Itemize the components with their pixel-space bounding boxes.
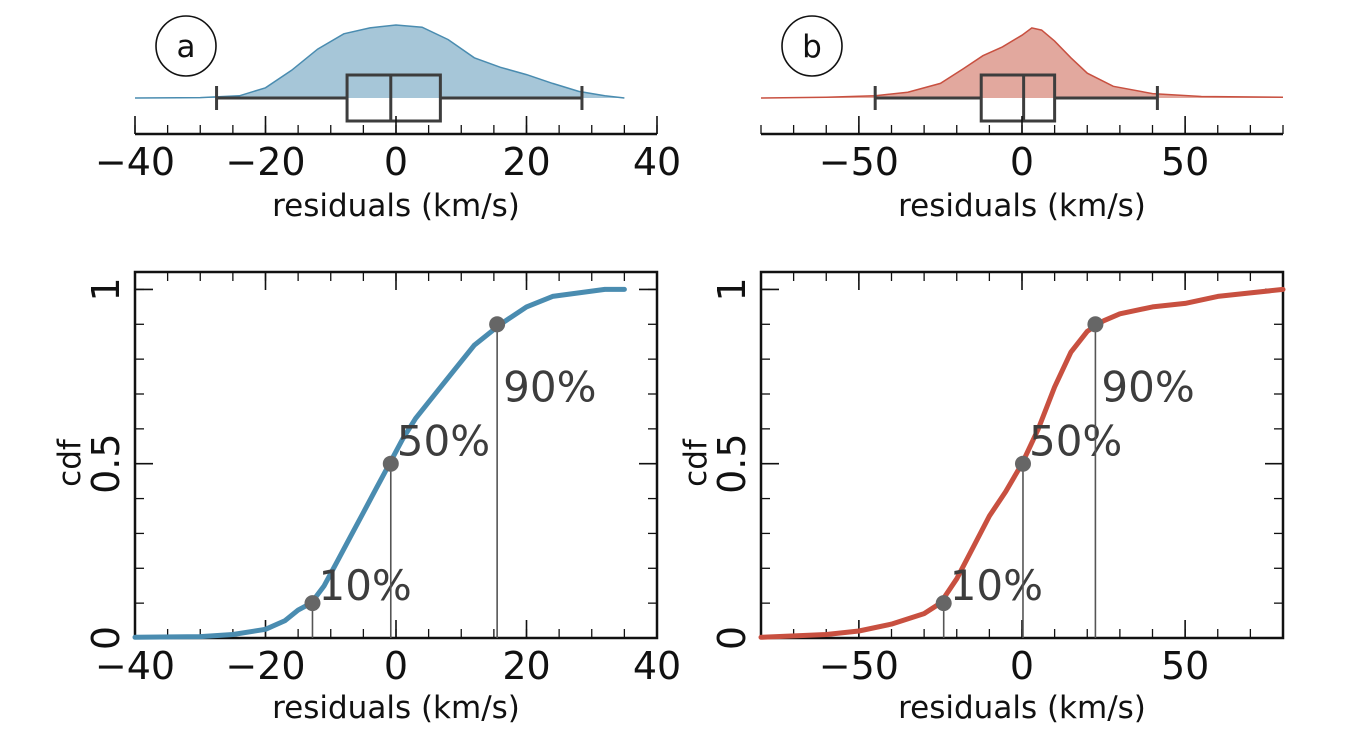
percentile-marker <box>382 455 399 472</box>
percentile-marker <box>1014 455 1031 472</box>
cdf-curve <box>758 286 1286 640</box>
panel-label: b <box>802 29 822 65</box>
x-tick-label: −50 <box>819 644 899 688</box>
density-panel-b: −50 0 50 residuals (km/s) b <box>760 15 1284 224</box>
x-tick-label: −20 <box>225 140 305 184</box>
y-tick-label: 1 <box>84 277 128 301</box>
y-tick-label: 0.5 <box>84 433 128 493</box>
x-tick-label: 40 <box>633 644 681 688</box>
x-axis-label: residuals (km/s) <box>272 690 520 726</box>
percentile-label: 10% <box>950 561 1043 610</box>
x-tick-label: 0 <box>1010 644 1034 688</box>
x-tick-label: 0 <box>384 644 408 688</box>
panel-label-circle <box>155 15 217 77</box>
cdf-curve <box>132 286 627 640</box>
percentile-marker <box>304 595 321 612</box>
y-axis-label: cdf <box>678 438 714 487</box>
percentile-marker <box>489 316 506 333</box>
percentile-label: 10% <box>318 561 411 610</box>
density-line <box>134 24 625 99</box>
x-tick-label: 0 <box>1010 140 1034 184</box>
x-tick-label: 50 <box>1161 644 1209 688</box>
x-tick-label: −40 <box>95 140 175 184</box>
density-panel-a: −40 −20 0 20 40 residuals (km/s) a <box>95 15 681 224</box>
x-tick-label: 50 <box>1161 140 1209 184</box>
percentile-label: 90% <box>1101 362 1194 411</box>
x-axis-label: residuals (km/s) <box>898 188 1146 224</box>
density-area <box>135 25 625 98</box>
x-axis-label: residuals (km/s) <box>272 188 520 224</box>
y-tick-label: 0.5 <box>710 433 754 493</box>
density-area <box>761 27 1283 98</box>
percentile-marker <box>1087 316 1104 333</box>
density-line <box>760 27 1284 99</box>
y-tick-label: 1 <box>710 277 754 301</box>
x-axis-label: residuals (km/s) <box>898 690 1146 726</box>
x-tick-label: 0 <box>384 140 408 184</box>
percentile-marker <box>935 595 952 612</box>
percentile-label: 50% <box>1029 417 1122 466</box>
box-iqr <box>979 73 1057 123</box>
x-tick-label: −50 <box>819 140 899 184</box>
x-tick-label: −40 <box>95 644 175 688</box>
y-tick-label: 0 <box>710 626 754 650</box>
panel-label: a <box>177 29 196 65</box>
x-tick-label: 40 <box>633 140 681 184</box>
x-tick-label: 20 <box>502 140 550 184</box>
percentile-label: 50% <box>397 417 490 466</box>
panel-label-circle <box>781 15 843 77</box>
x-tick-label: −20 <box>225 644 305 688</box>
percentile-label: 90% <box>503 362 596 411</box>
x-tick-label: 20 <box>502 644 550 688</box>
box-iqr <box>345 73 442 123</box>
y-axis-label: cdf <box>52 438 88 487</box>
y-tick-label: 0 <box>84 626 128 650</box>
